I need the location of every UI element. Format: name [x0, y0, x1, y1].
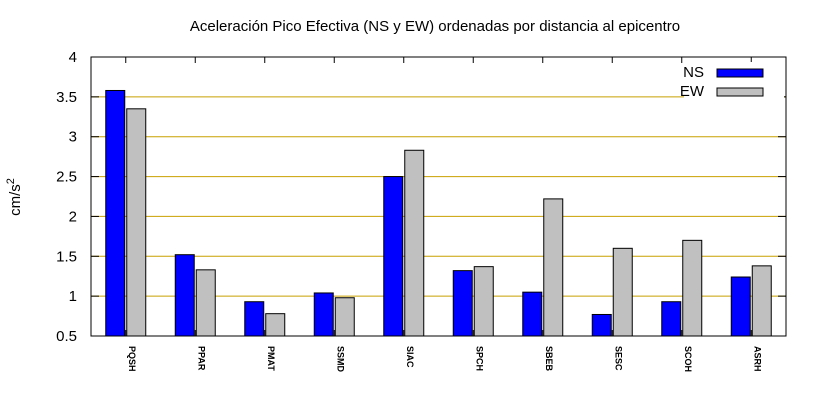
bar-ns-sbeb — [522, 291, 543, 337]
bar-ns-ssmd — [313, 292, 334, 337]
chart-title: Aceleración Pico Efectiva (NS y EW) orde… — [190, 18, 680, 35]
y-axis-label-exponent: 2 — [5, 178, 17, 184]
axes: 0.5 1 1.5 2 2.5 3 3.5 4 PQSH PPAR PMAT SSMD SIAC SPCH… — [56, 49, 787, 373]
y-tick-label: 1 — [69, 288, 77, 305]
y-tick-label: 3.5 — [56, 89, 77, 106]
y-tick-label: 2 — [69, 208, 77, 225]
y-tick-label: 1.5 — [56, 248, 77, 265]
x-tick-label: PMAT — [266, 346, 276, 371]
x-tick-label: PQSH — [127, 346, 137, 372]
legend-swatch — [716, 87, 764, 97]
x-tick-label: ASRH — [752, 346, 762, 372]
bars — [105, 89, 772, 337]
bar-ns-spch — [452, 270, 473, 337]
y-tick-label: 0.5 — [56, 328, 77, 345]
bar-ns-pmat — [244, 301, 265, 337]
x-tick-label: SSMD — [335, 346, 345, 373]
plot-frame — [90, 56, 787, 337]
legend-label: NS — [683, 64, 704, 81]
x-tick-label: PPAR — [196, 346, 206, 371]
bar-ew-siac — [404, 149, 425, 337]
legend: NS EW — [680, 62, 784, 100]
y-tick-label: 4 — [69, 49, 77, 66]
bar-ns-siac — [383, 176, 404, 337]
bar-ns-pqsh — [105, 89, 126, 337]
bar-ew-sesc — [612, 247, 633, 337]
legend-swatch — [716, 68, 764, 78]
x-tick-label: SIAC — [405, 346, 415, 368]
bar-ns-sesc — [591, 313, 612, 337]
bar-ew-pqsh — [126, 108, 147, 337]
grid — [91, 96, 786, 297]
bar-ew-ppar — [195, 269, 216, 337]
bar-ew-asrh — [751, 265, 772, 337]
x-tick-label: SBEB — [544, 346, 554, 372]
bar-ns-scoh — [661, 301, 682, 337]
x-tick-label: SPCH — [474, 346, 484, 371]
bar-ns-ppar — [174, 254, 195, 337]
legend-label: EW — [680, 83, 705, 100]
y-axis-label: cm/s2 — [5, 178, 24, 216]
y-tick-label: 3 — [69, 129, 77, 146]
bar-ew-sbeb — [543, 198, 564, 337]
bar-ew-spch — [473, 266, 494, 337]
x-tick-label: SCOH — [683, 346, 693, 372]
bar-ns-asrh — [730, 276, 751, 337]
x-tick-label: SESC — [613, 346, 623, 371]
y-tick-label: 2.5 — [56, 169, 77, 186]
bar-ew-ssmd — [334, 297, 355, 337]
bar-ew-pmat — [265, 313, 286, 337]
y-axis-label-unit: cm/s — [7, 184, 24, 216]
bar-ew-scoh — [682, 239, 703, 337]
